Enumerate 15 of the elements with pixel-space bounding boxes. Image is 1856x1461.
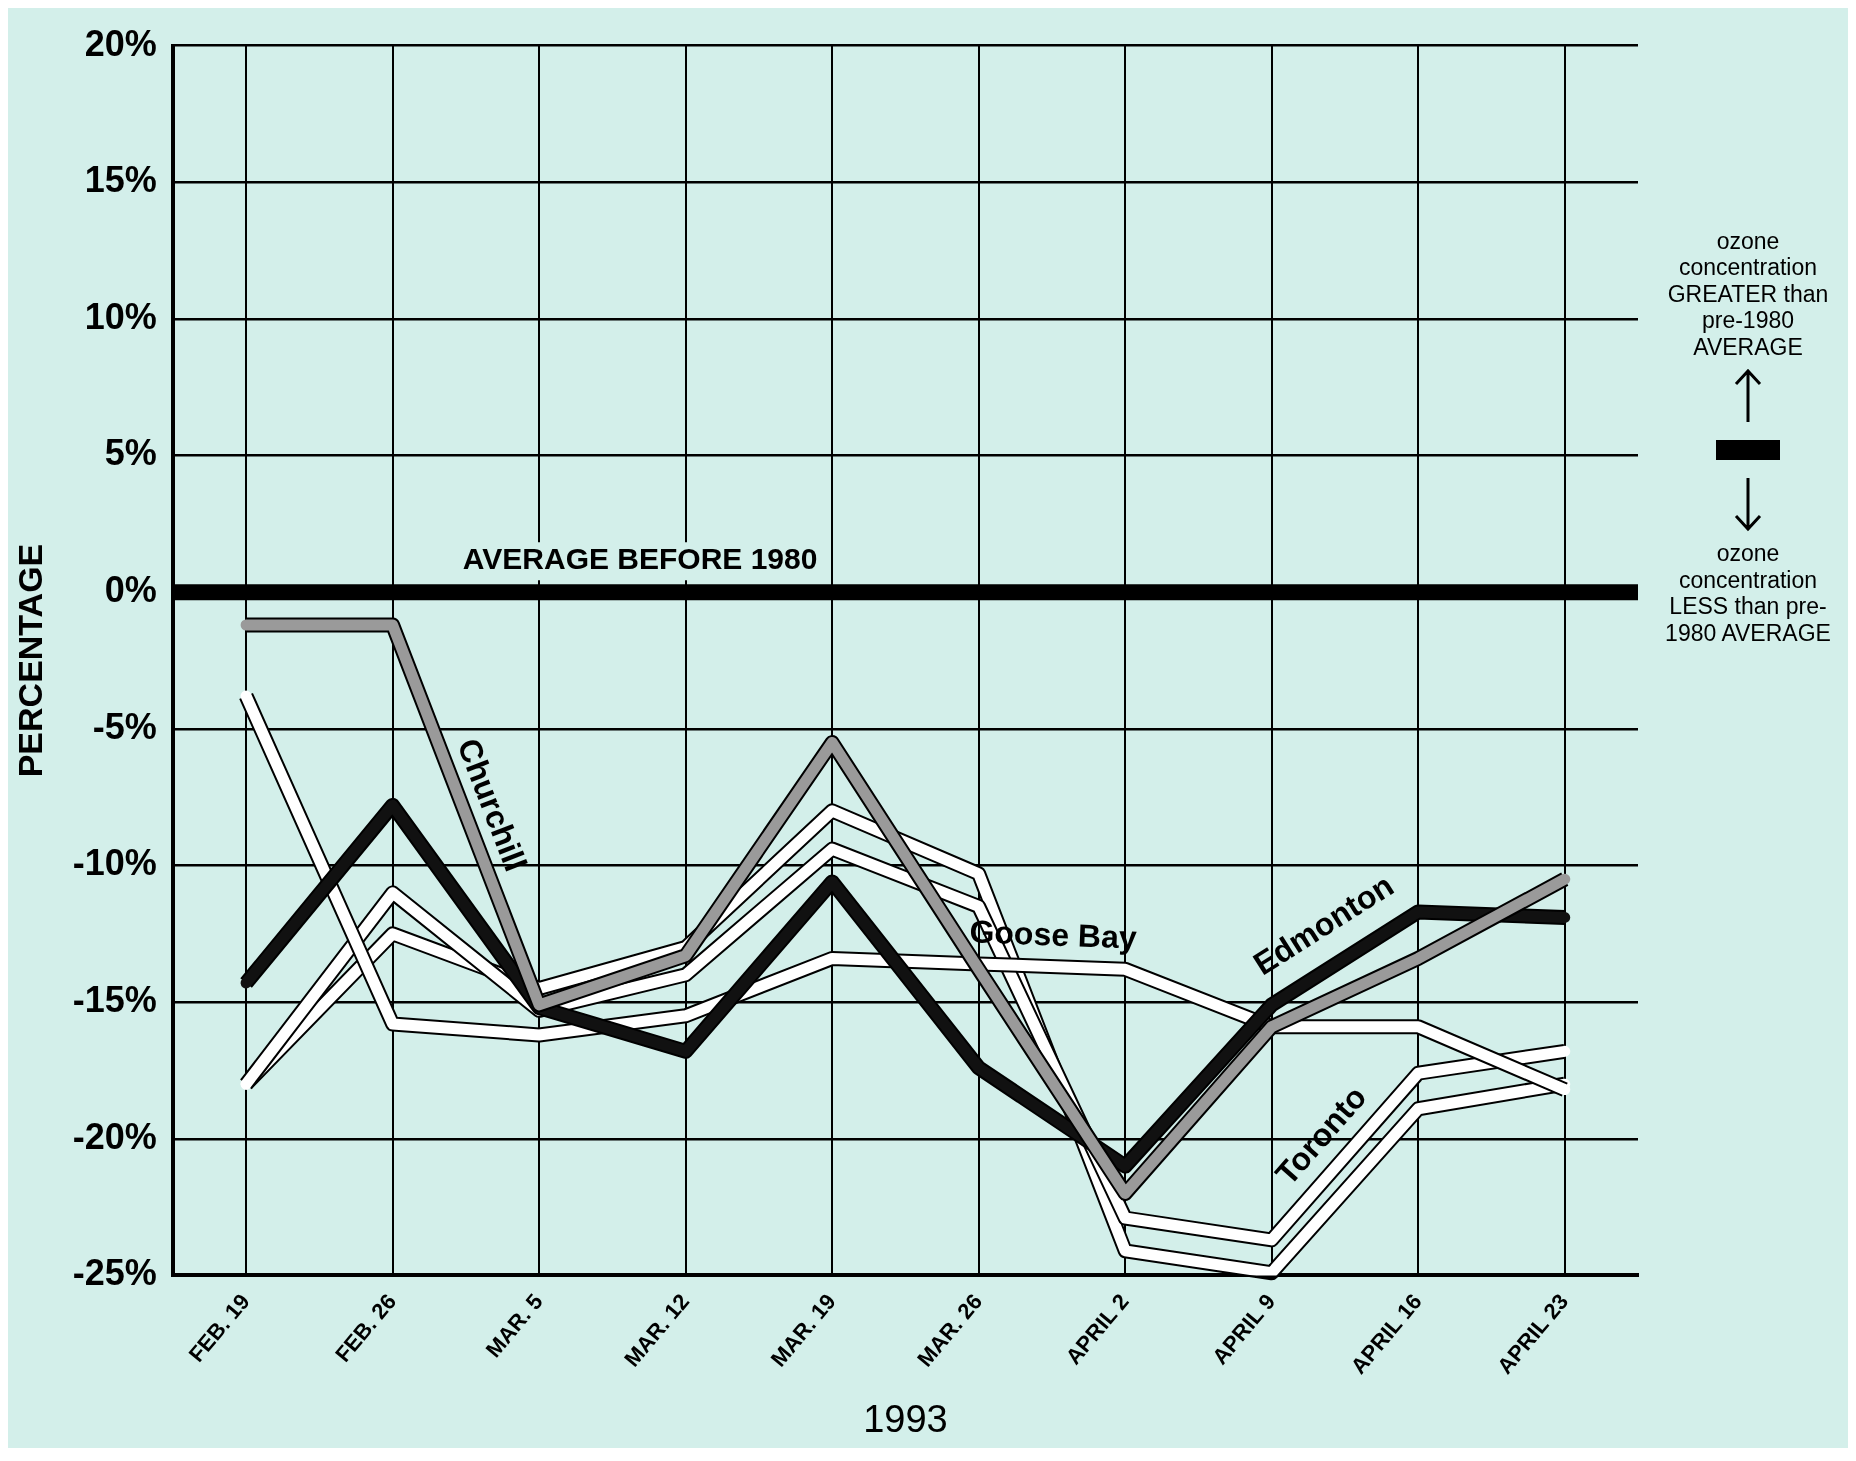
y-tick-label: 10% bbox=[84, 295, 157, 337]
y-tick-label: 20% bbox=[84, 22, 157, 64]
ref-line-label: AVERAGE BEFORE 1980 bbox=[462, 542, 818, 576]
x-axis-title: 1993 bbox=[863, 1397, 948, 1440]
y-tick-label: -5% bbox=[92, 705, 157, 747]
text: ozone concentration LESS than pre-1980 AVERAGE bbox=[1664, 540, 1832, 646]
y-tick-label: -15% bbox=[72, 979, 157, 1021]
y-tick-label: -20% bbox=[72, 1115, 157, 1157]
y-tick-label: 0% bbox=[104, 569, 157, 611]
y-tick-label: 15% bbox=[84, 159, 157, 201]
y-tick-label: -25% bbox=[72, 1252, 157, 1294]
y-axis-title: PERCENTAGE bbox=[10, 543, 49, 778]
text: ozone concentration GREATER than pre-1980 AVERAGE bbox=[1666, 228, 1830, 361]
y-tick-label: -10% bbox=[72, 842, 157, 884]
y-tick-label: 5% bbox=[104, 432, 157, 474]
